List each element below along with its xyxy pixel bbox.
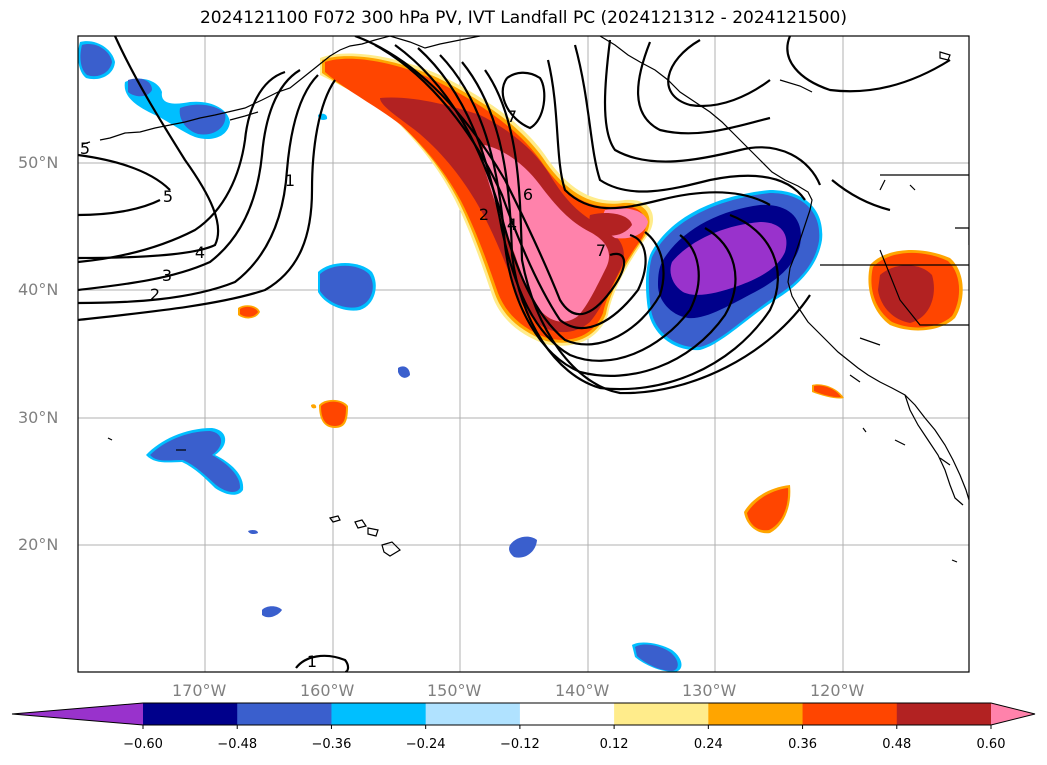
coastlines [99, 36, 969, 563]
lon-label-140w: 140°W [555, 681, 610, 700]
lon-label-130w: 130°W [682, 681, 737, 700]
colorbar-segment [896, 703, 992, 725]
contour-label: 2 [150, 285, 160, 304]
positive-pc-main [320, 53, 654, 346]
colorbar-tick-label: −0.36 [311, 737, 352, 752]
positive-pc-small [238, 249, 963, 534]
colorbar-segment [708, 703, 804, 725]
lon-label-160w: 160°W [300, 681, 355, 700]
contour-label: 1 [285, 171, 295, 190]
contour-label: 1 [307, 652, 317, 671]
lat-label-50n: 50°N [18, 153, 59, 172]
contour-label: 7 [596, 241, 606, 260]
colorbar-tick-label: 0.60 [976, 737, 1006, 752]
contour-label: 5 [80, 139, 90, 158]
colorbar-tick-label: 0.24 [693, 737, 723, 752]
pv-contours [78, 36, 951, 672]
colorbar-tick-label: −0.60 [123, 737, 163, 752]
colorbar-extend-high [991, 703, 1035, 725]
colorbar-tick-label: −0.12 [499, 737, 540, 752]
colorbar-tick-label: 0.48 [882, 737, 912, 752]
negative-pc-small [78, 41, 682, 672]
lon-label-120w: 120°W [810, 681, 865, 700]
colorbar-segment [614, 703, 709, 725]
colorbar-segment [331, 703, 427, 725]
contour-label: 6 [523, 185, 533, 204]
colorbar-tick-label: 0.36 [788, 737, 818, 752]
lat-label-40n: 40°N [18, 280, 59, 299]
contour-label: 5 [163, 187, 173, 206]
lon-label-150w: 150°W [427, 681, 482, 700]
colorbar-tick-label: 0.12 [599, 737, 629, 752]
colorbar-segment [237, 703, 332, 725]
colorbar-extend-low [12, 703, 143, 725]
lat-label-20n: 20°N [18, 535, 59, 554]
contour-label: 4 [507, 215, 517, 234]
contour-label: 3 [162, 266, 172, 285]
map-frame [77, 35, 970, 673]
contour-label: 2 [479, 205, 489, 224]
colorbar-tick-label: −0.24 [405, 737, 446, 752]
islands [82, 141, 867, 557]
map-title: 2024121100 F072 300 hPa PV, IVT Landfall… [199, 8, 847, 28]
contour-label: 4 [195, 243, 205, 262]
lat-label-30n: 30°N [18, 408, 59, 427]
colorbar-segment [802, 703, 898, 725]
colorbar-outline [11, 702, 1036, 726]
colorbar-segment [519, 703, 615, 725]
colorbar-segment [425, 703, 521, 725]
lon-label-170w: 170°W [172, 681, 227, 700]
contour-label: 7 [507, 107, 517, 126]
colorbar-segment [143, 703, 238, 725]
colorbar-tick-label: −0.48 [217, 737, 258, 752]
contour-labels: 1 5 4 3 2 7 6 4 2 7 1 5 [80, 107, 606, 671]
